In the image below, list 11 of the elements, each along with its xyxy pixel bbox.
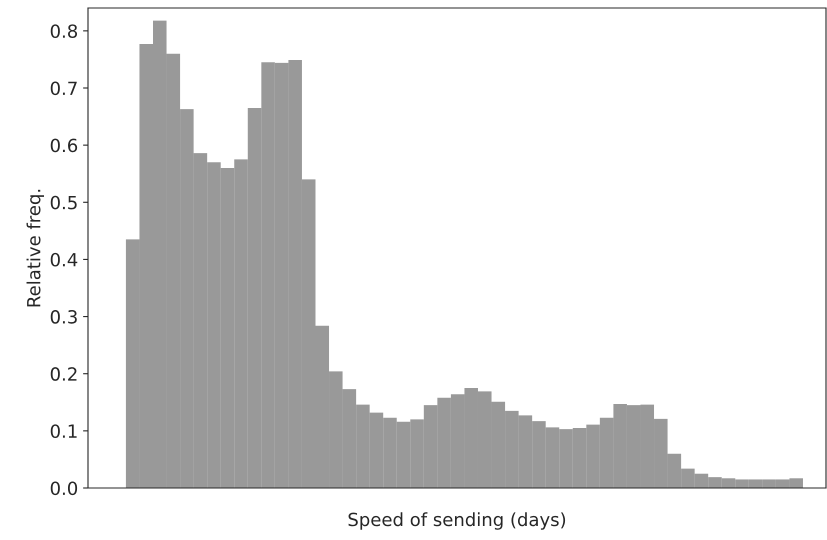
x-axis-title: Speed of sending (days) [348,512,566,530]
y-tick-label: 0.2 [50,367,76,381]
y-tick-label: 0.4 [50,252,78,267]
y-tick-label: 0.7 [50,81,77,96]
y-tick-label: 0.8 [50,24,78,38]
y-tick-label: 0.5 [50,196,77,210]
y-tick-label: 0.6 [50,138,78,152]
y-tick-label: 0.3 [50,310,77,324]
y-tick-label: 0.0 [50,481,78,496]
y-tick-label: 0.1 [50,424,77,438]
y-axis-title: Relative freq. [26,190,44,306]
